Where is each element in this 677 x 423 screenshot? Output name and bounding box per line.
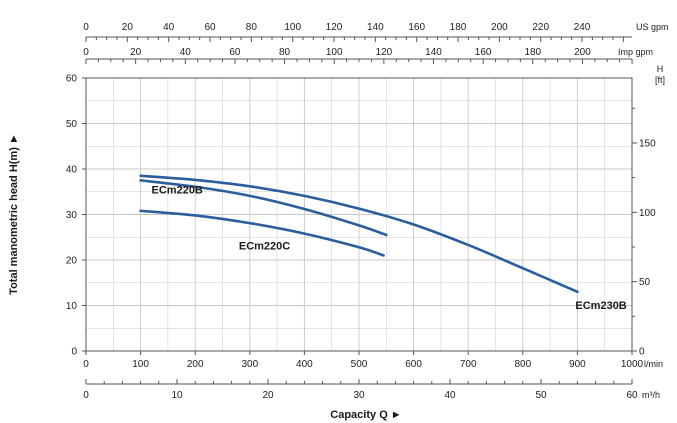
us-gpm-tick-label: 100 bbox=[284, 22, 301, 33]
imp-gpm-tick-label: 120 bbox=[376, 47, 393, 58]
series-line-ecm220b bbox=[139, 179, 388, 237]
y-axis-title: Total manometric head H(m) ► bbox=[8, 133, 20, 295]
us-gpm-tick-label: 140 bbox=[367, 22, 384, 33]
us-gpm-tick-label: 200 bbox=[491, 22, 508, 33]
imp-gpm-tick-label: 20 bbox=[130, 47, 142, 58]
grid-lines bbox=[85, 77, 633, 352]
imp-gpm-tick-label: 60 bbox=[229, 47, 241, 58]
imp-gpm-tick-label: 180 bbox=[524, 47, 541, 58]
m3h-tick-label: 30 bbox=[353, 390, 365, 401]
imp-gpm-tick-label: 0 bbox=[83, 47, 89, 58]
us-gpm-tick-label: 180 bbox=[450, 22, 467, 33]
us-gpm-tick-label: 80 bbox=[246, 22, 258, 33]
x-tick-label: 300 bbox=[241, 359, 258, 370]
m3h-tick-label: 10 bbox=[171, 390, 183, 401]
x-axis-title: Capacity Q ► bbox=[330, 409, 401, 421]
series-label-ecm220b: ECm220B bbox=[152, 185, 203, 197]
x-tick-label: 200 bbox=[187, 359, 204, 370]
y-ft-tick-label: 50 bbox=[639, 277, 651, 288]
y-ft-unit-label: [ft] bbox=[655, 75, 665, 85]
x-unit-label: l/min bbox=[644, 359, 663, 369]
y-ft-tick-label: 150 bbox=[639, 138, 656, 149]
m3h-tick-label: 40 bbox=[444, 390, 456, 401]
y-tick-label: 0 bbox=[71, 347, 77, 358]
m3h-tick-label: 60 bbox=[626, 390, 638, 401]
y-ft-tick-label: 100 bbox=[639, 208, 656, 219]
imp-gpm-tick-label: 100 bbox=[326, 47, 343, 58]
imp-gpm-tick-label: 80 bbox=[279, 47, 291, 58]
imp-gpm-tick-label: 40 bbox=[180, 47, 192, 58]
us-gpm-tick-label: 0 bbox=[83, 22, 89, 33]
imp-gpm-unit-label: Imp gpm bbox=[618, 47, 653, 57]
us-gpm-tick-label: 220 bbox=[532, 22, 549, 33]
y-tick-label: 40 bbox=[66, 165, 78, 176]
series-line-ecm220c bbox=[139, 209, 385, 257]
imp-gpm-tick-label: 140 bbox=[425, 47, 442, 58]
m3h-tick-label: 50 bbox=[535, 390, 547, 401]
x-tick-label: 100 bbox=[132, 359, 149, 370]
us-gpm-tick-label: 40 bbox=[163, 22, 175, 33]
imp-gpm-tick-label: 160 bbox=[475, 47, 492, 58]
m3h-tick-label: 0 bbox=[83, 390, 89, 401]
series-line-ecm230b bbox=[139, 174, 579, 294]
y-tick-label: 60 bbox=[66, 74, 78, 85]
series-label-ecm230b: ECm230B bbox=[575, 300, 626, 312]
x-tick-label: 600 bbox=[405, 359, 422, 370]
series-lines bbox=[139, 174, 579, 294]
us-gpm-tick-label: 20 bbox=[122, 22, 134, 33]
m3h-unit-label: m³/h bbox=[642, 390, 660, 400]
imp-gpm-tick-label: 200 bbox=[574, 47, 591, 58]
y-tick-label: 50 bbox=[66, 119, 78, 130]
us-gpm-tick-label: 160 bbox=[408, 22, 425, 33]
x-tick-label: 900 bbox=[569, 359, 586, 370]
us-gpm-tick-label: 240 bbox=[574, 22, 591, 33]
us-gpm-tick-label: 120 bbox=[326, 22, 343, 33]
y-ft-tick-label: 0 bbox=[639, 347, 645, 358]
y-tick-label: 20 bbox=[66, 256, 78, 267]
y-tick-label: 10 bbox=[66, 301, 78, 312]
x-tick-label: 400 bbox=[296, 359, 313, 370]
y-ft-unit-label: H bbox=[657, 64, 664, 74]
us-gpm-unit-label: US gpm bbox=[636, 22, 669, 32]
y-tick-label: 30 bbox=[66, 210, 78, 221]
x-tick-label: 0 bbox=[83, 359, 89, 370]
m3h-tick-label: 20 bbox=[262, 390, 274, 401]
x-tick-label: 1000 bbox=[621, 359, 644, 370]
x-tick-label: 500 bbox=[351, 359, 368, 370]
series-label-ecm220c: ECm220C bbox=[239, 241, 290, 253]
curve-labels: ECm230B ECm220B ECm220C bbox=[152, 185, 627, 312]
x-tick-label: 800 bbox=[514, 359, 531, 370]
x-tick-label: 700 bbox=[460, 359, 477, 370]
us-gpm-tick-label: 60 bbox=[204, 22, 216, 33]
